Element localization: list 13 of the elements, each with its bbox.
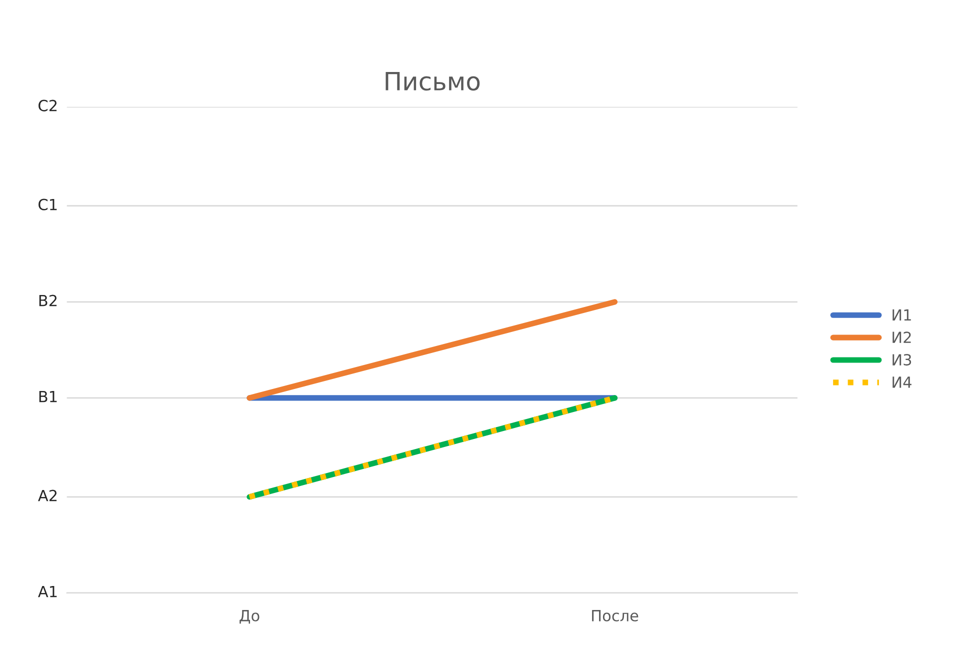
- legend-label: И1: [892, 309, 911, 320]
- chart-title: Письмо: [386, 72, 480, 91]
- ref-line-label: C1: [38, 198, 57, 210]
- ref-line-label: A2: [38, 490, 57, 502]
- legend-label: И3: [892, 354, 912, 366]
- ref-line-label: A1: [38, 586, 57, 598]
- ref-line-label: B1: [39, 391, 57, 402]
- x-tick-label: До: [240, 610, 260, 624]
- legend-label: И4: [892, 376, 912, 388]
- x-tick-label: После: [592, 610, 638, 622]
- ref-line-label: B2: [39, 294, 57, 306]
- ref-line-label: C2: [38, 100, 57, 112]
- legend-label: И2: [892, 332, 911, 343]
